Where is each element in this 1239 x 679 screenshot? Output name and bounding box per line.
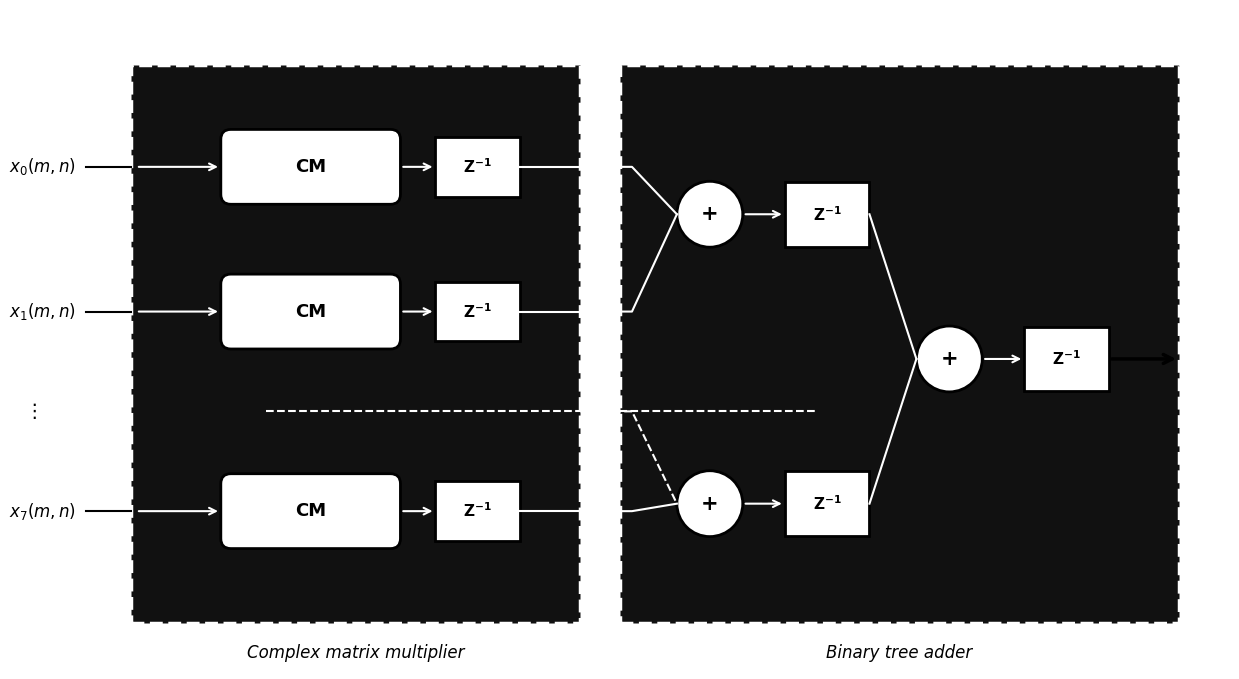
Text: $x_0(m,n)$: $x_0(m,n)$ bbox=[9, 156, 77, 177]
Text: +: + bbox=[701, 204, 719, 224]
Bar bbox=[435, 282, 520, 342]
Circle shape bbox=[676, 471, 742, 536]
Text: $\mathbf{Z^{-1}}$: $\mathbf{Z^{-1}}$ bbox=[813, 494, 841, 513]
Text: $\mathbf{Z^{-1}}$: $\mathbf{Z^{-1}}$ bbox=[813, 205, 841, 223]
Text: +: + bbox=[701, 494, 719, 514]
Bar bbox=[620, 65, 1178, 623]
Circle shape bbox=[676, 181, 742, 247]
Bar bbox=[435, 481, 520, 541]
Circle shape bbox=[917, 326, 983, 392]
Text: CM: CM bbox=[295, 303, 326, 320]
Text: $x_1(m,n)$: $x_1(m,n)$ bbox=[9, 301, 77, 322]
Text: Complex matrix multiplier: Complex matrix multiplier bbox=[247, 644, 465, 662]
FancyBboxPatch shape bbox=[221, 130, 400, 204]
Text: $\mathbf{Z^{-1}}$: $\mathbf{Z^{-1}}$ bbox=[463, 158, 492, 177]
FancyBboxPatch shape bbox=[221, 474, 400, 549]
Bar bbox=[784, 182, 870, 246]
Text: $\mathbf{Z^{-1}}$: $\mathbf{Z^{-1}}$ bbox=[1052, 350, 1080, 368]
Text: $\mathbf{Z^{-1}}$: $\mathbf{Z^{-1}}$ bbox=[463, 502, 492, 521]
Text: Binary tree adder: Binary tree adder bbox=[826, 644, 973, 662]
Text: $\vdots$: $\vdots$ bbox=[25, 401, 37, 422]
Bar bbox=[1025, 327, 1109, 391]
Bar bbox=[435, 137, 520, 197]
Text: $\mathbf{Z^{-1}}$: $\mathbf{Z^{-1}}$ bbox=[463, 302, 492, 321]
Text: $x_7(m,n)$: $x_7(m,n)$ bbox=[9, 500, 77, 521]
FancyBboxPatch shape bbox=[221, 274, 400, 349]
Bar bbox=[784, 471, 870, 536]
Bar bbox=[131, 65, 580, 623]
Text: CM: CM bbox=[295, 502, 326, 520]
Text: CM: CM bbox=[295, 158, 326, 176]
Text: +: + bbox=[940, 349, 958, 369]
